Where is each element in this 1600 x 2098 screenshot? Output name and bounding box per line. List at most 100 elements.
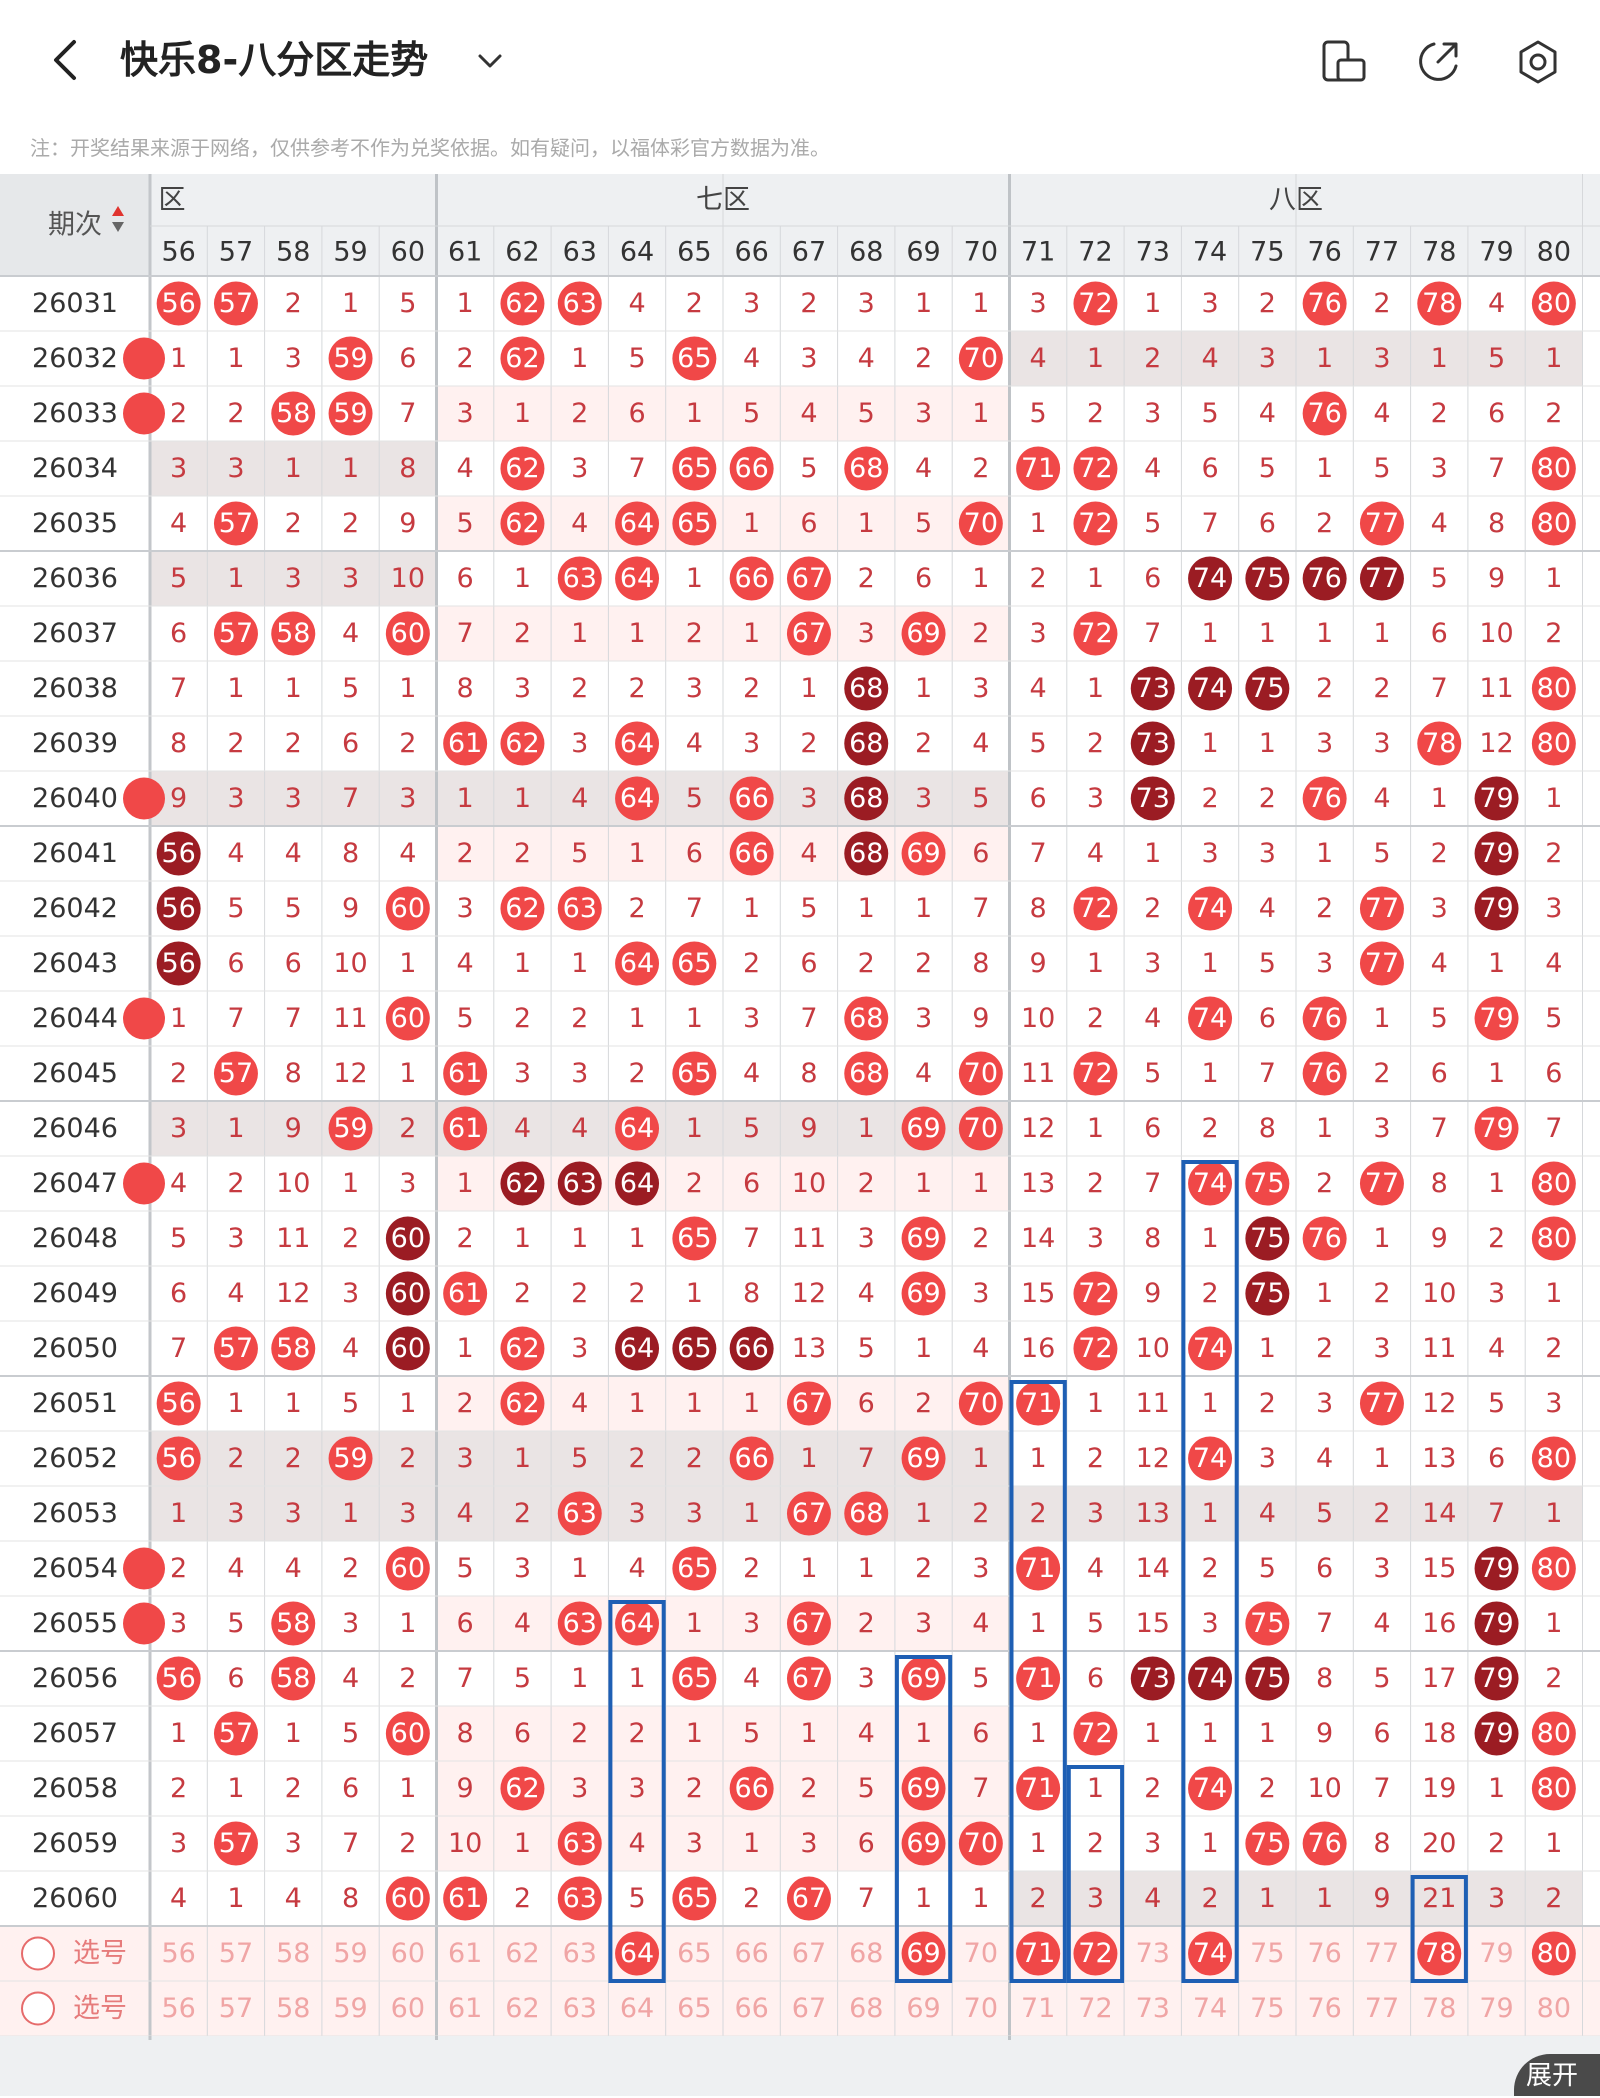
number-ball[interactable] <box>1188 1161 1233 1206</box>
number-ball[interactable] <box>1531 1436 1576 1481</box>
number-ball[interactable] <box>500 1766 545 1811</box>
number-ball[interactable] <box>615 1601 660 1646</box>
number-ball[interactable] <box>385 1876 430 1921</box>
number-ball[interactable] <box>1016 446 1061 491</box>
number-ball[interactable] <box>786 1876 831 1921</box>
page-title[interactable]: 快乐8-八分区走势 <box>120 38 429 82</box>
number-ball[interactable] <box>958 1051 1003 1096</box>
number-ball[interactable] <box>1302 776 1347 821</box>
trend-table[interactable]: 期次区七区 八区 56 57 58 59 60 61 62 63 64 65 66 67 68 69 70 71 7… <box>0 174 1600 2040</box>
number-ball[interactable] <box>557 1601 602 1646</box>
number-ball[interactable] <box>1130 776 1175 821</box>
number-ball[interactable] <box>1188 886 1233 931</box>
number-ball[interactable] <box>156 1381 201 1426</box>
number-ball[interactable] <box>1245 666 1290 711</box>
number-ball[interactable] <box>1073 886 1118 931</box>
number-ball[interactable] <box>500 281 545 326</box>
number-ball[interactable] <box>156 831 201 876</box>
number-ball[interactable] <box>729 1436 774 1481</box>
number-ball[interactable] <box>500 446 545 491</box>
back-arrow-icon[interactable] <box>40 28 90 92</box>
number-ball[interactable] <box>1245 1216 1290 1261</box>
number-ball[interactable] <box>901 1106 946 1151</box>
number-ball[interactable] <box>557 1161 602 1206</box>
number-ball[interactable] <box>1245 1821 1290 1866</box>
number-ball[interactable] <box>1073 1711 1118 1756</box>
number-ball[interactable] <box>672 1876 717 1921</box>
selected-ball[interactable] <box>901 1931 946 1976</box>
number-ball[interactable] <box>958 336 1003 381</box>
number-ball[interactable] <box>500 501 545 546</box>
number-ball[interactable] <box>1188 1766 1233 1811</box>
number-ball[interactable] <box>557 281 602 326</box>
number-ball[interactable] <box>1188 1436 1233 1481</box>
number-ball[interactable] <box>1245 1656 1290 1701</box>
number-ball[interactable] <box>156 1436 201 1481</box>
number-ball[interactable] <box>1188 996 1233 1041</box>
selected-ball[interactable] <box>615 1931 660 1976</box>
number-ball[interactable] <box>844 721 889 766</box>
number-ball[interactable] <box>1474 1711 1519 1756</box>
number-ball[interactable] <box>1245 1601 1290 1646</box>
number-ball[interactable] <box>1531 721 1576 766</box>
number-ball[interactable] <box>901 1436 946 1481</box>
number-ball[interactable] <box>500 886 545 931</box>
number-ball[interactable] <box>1531 1546 1576 1591</box>
number-ball[interactable] <box>786 1601 831 1646</box>
select-radio-icon[interactable] <box>21 1936 55 1971</box>
number-ball[interactable] <box>271 1656 316 1701</box>
number-ball[interactable] <box>615 1161 660 1206</box>
number-ball[interactable] <box>844 446 889 491</box>
number-ball[interactable] <box>271 1326 316 1371</box>
number-ball[interactable] <box>1474 886 1519 931</box>
number-ball[interactable] <box>844 831 889 876</box>
number-ball[interactable] <box>557 1876 602 1921</box>
number-ball[interactable] <box>1531 501 1576 546</box>
number-ball[interactable] <box>1417 721 1462 766</box>
number-ball[interactable] <box>958 501 1003 546</box>
number-ball[interactable] <box>1073 501 1118 546</box>
number-ball[interactable] <box>557 1491 602 1536</box>
number-ball[interactable] <box>1188 666 1233 711</box>
number-ball[interactable] <box>1245 1161 1290 1206</box>
number-ball[interactable] <box>385 1326 430 1371</box>
number-ball[interactable] <box>786 1381 831 1426</box>
number-ball[interactable] <box>385 886 430 931</box>
number-ball[interactable] <box>1188 1656 1233 1701</box>
number-ball[interactable] <box>615 941 660 986</box>
number-ball[interactable] <box>958 1821 1003 1866</box>
number-ball[interactable] <box>1359 886 1404 931</box>
number-ball[interactable] <box>385 996 430 1041</box>
number-ball[interactable] <box>1474 1106 1519 1151</box>
number-ball[interactable] <box>1016 1381 1061 1426</box>
number-ball[interactable] <box>385 1546 430 1591</box>
number-ball[interactable] <box>328 391 373 436</box>
number-ball[interactable] <box>786 1491 831 1536</box>
number-ball[interactable] <box>1073 281 1118 326</box>
number-ball[interactable] <box>672 1546 717 1591</box>
number-ball[interactable] <box>271 611 316 656</box>
number-ball[interactable] <box>672 501 717 546</box>
number-ball[interactable] <box>156 281 201 326</box>
number-ball[interactable] <box>1531 446 1576 491</box>
number-ball[interactable] <box>500 336 545 381</box>
number-ball[interactable] <box>1016 1656 1061 1701</box>
number-ball[interactable] <box>1359 941 1404 986</box>
number-ball[interactable] <box>213 611 258 656</box>
number-ball[interactable] <box>271 1601 316 1646</box>
number-ball[interactable] <box>1302 556 1347 601</box>
number-ball[interactable] <box>672 1216 717 1261</box>
number-ball[interactable] <box>443 1051 488 1096</box>
number-ball[interactable] <box>156 886 201 931</box>
number-ball[interactable] <box>901 1656 946 1701</box>
number-ball[interactable] <box>1531 666 1576 711</box>
number-ball[interactable] <box>901 1271 946 1316</box>
number-ball[interactable] <box>1302 996 1347 1041</box>
number-ball[interactable] <box>1016 1766 1061 1811</box>
number-ball[interactable] <box>443 721 488 766</box>
number-ball[interactable] <box>1302 1051 1347 1096</box>
number-ball[interactable] <box>213 281 258 326</box>
number-ball[interactable] <box>213 1326 258 1371</box>
number-ball[interactable] <box>1245 556 1290 601</box>
share-icon[interactable] <box>1412 36 1464 88</box>
